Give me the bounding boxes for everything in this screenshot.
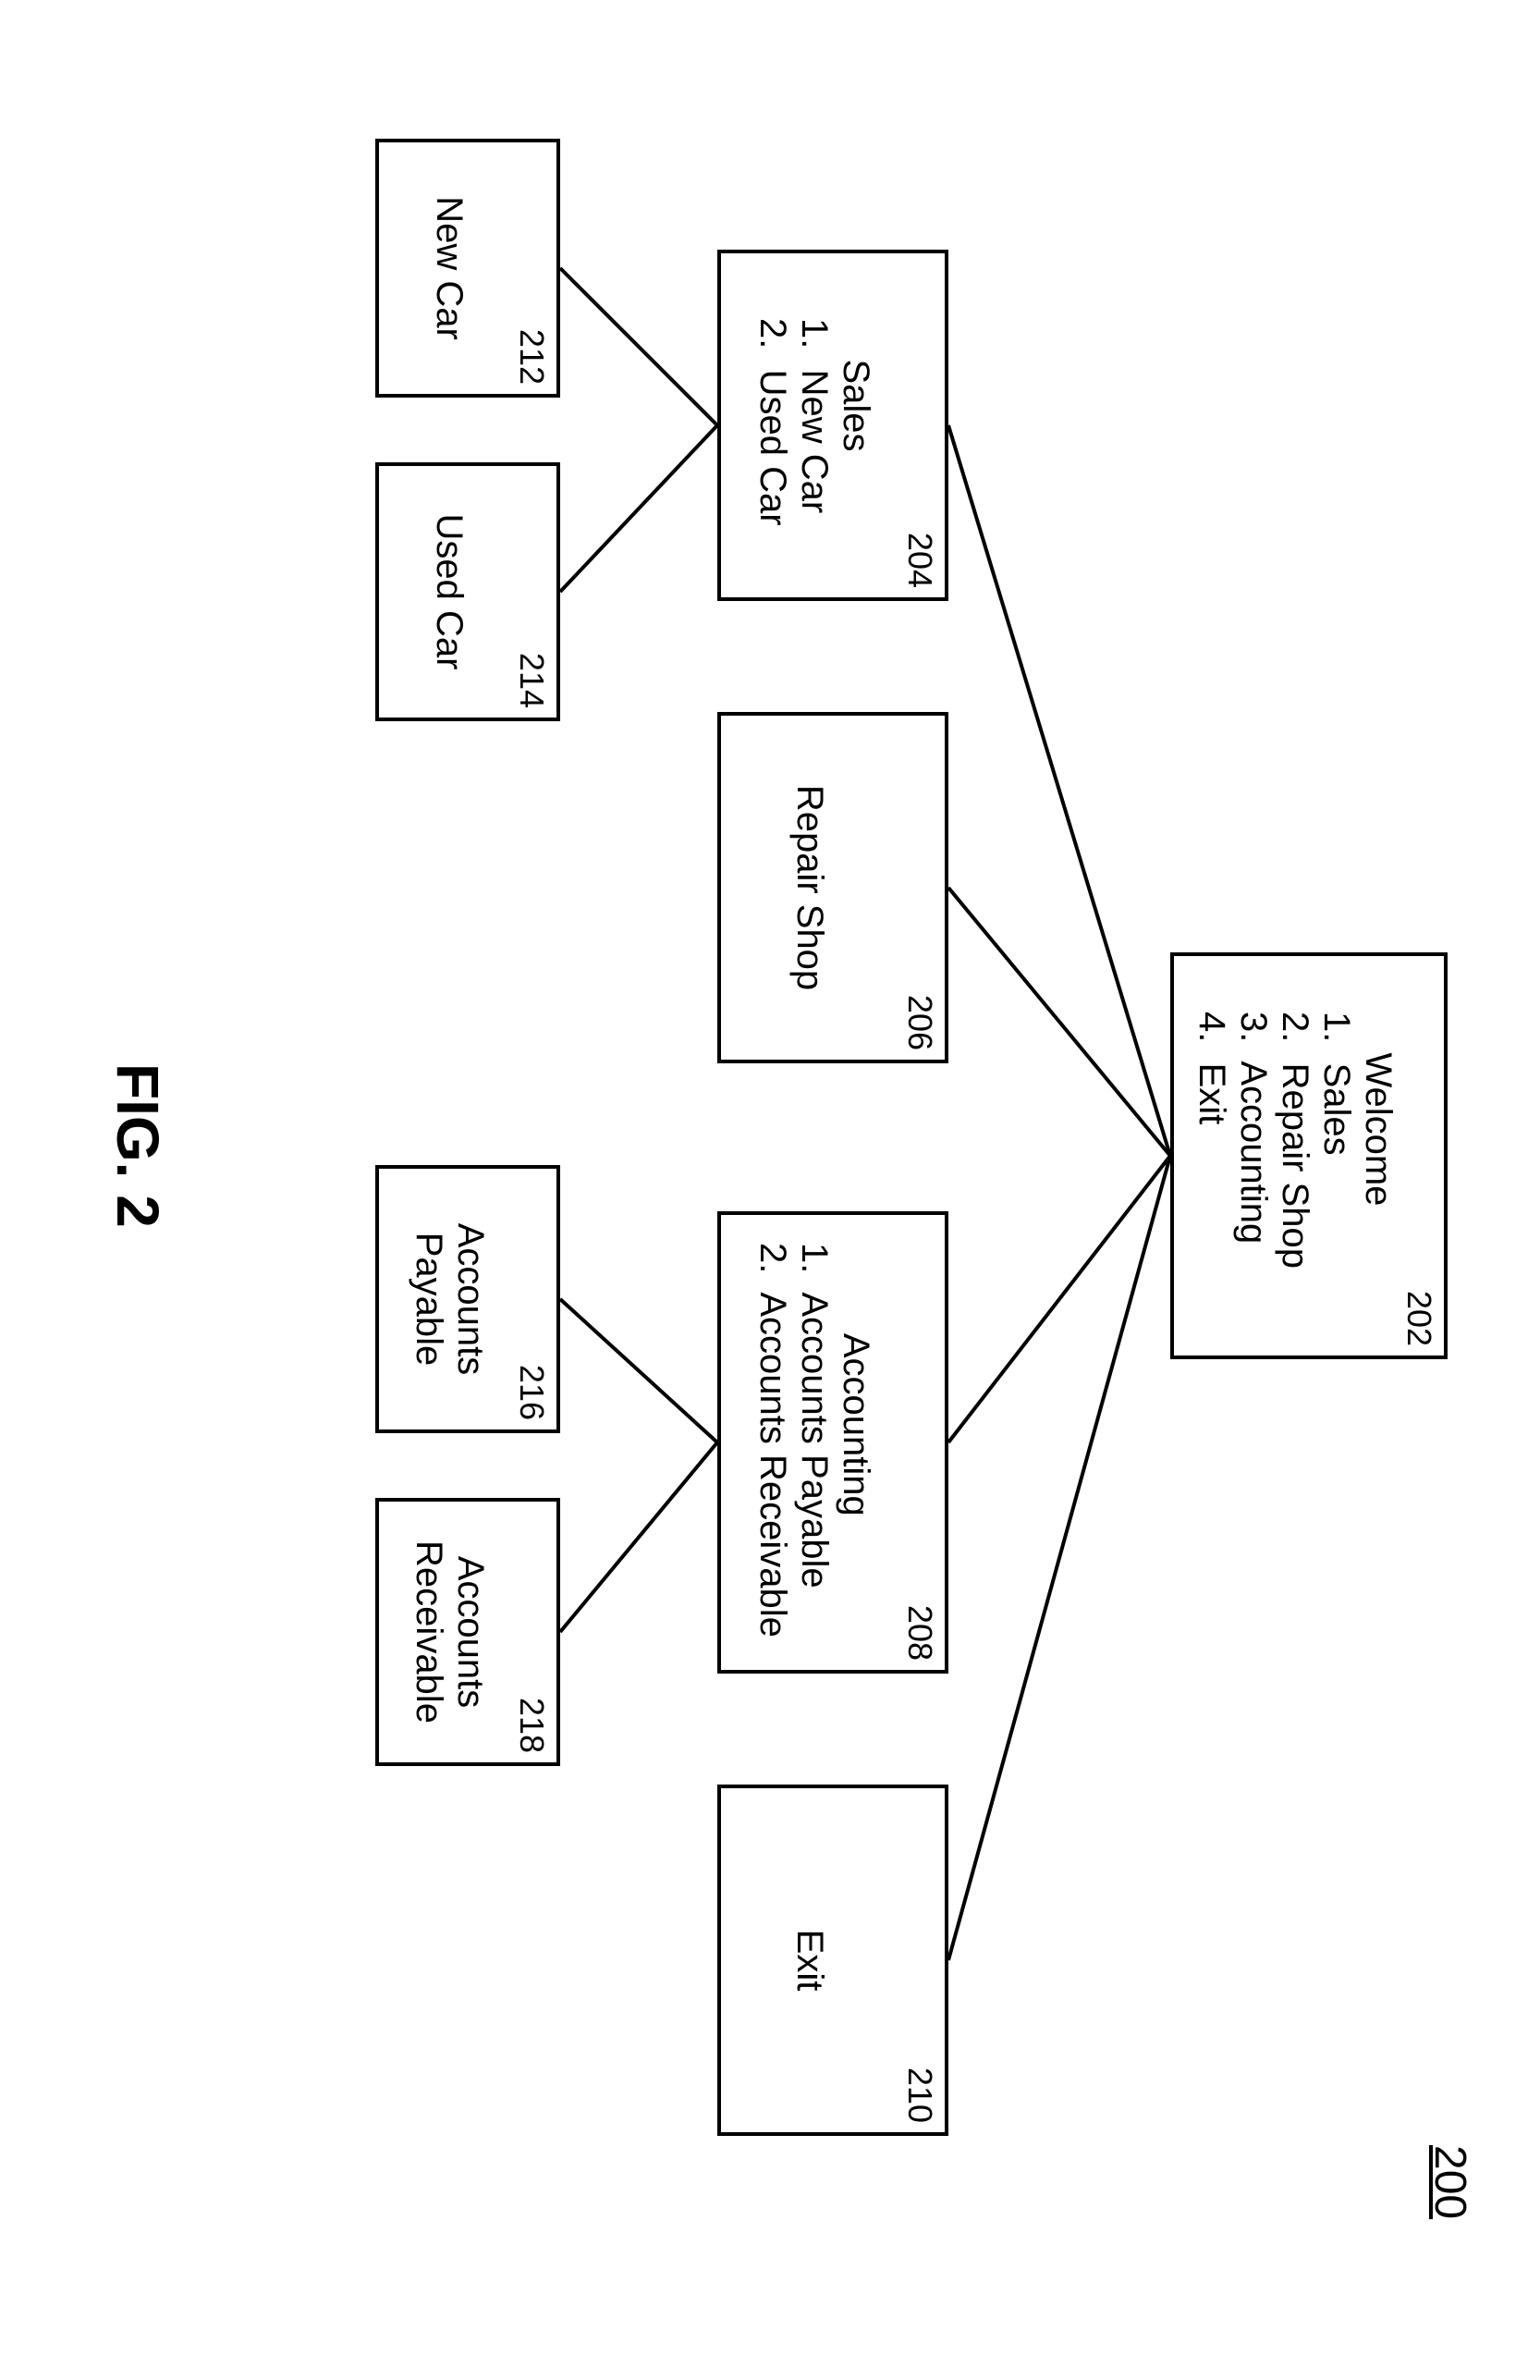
node-line: Exit bbox=[789, 1930, 831, 1992]
edge-accounting-ar bbox=[560, 1442, 717, 1632]
node-ref-sales: 204 bbox=[900, 533, 939, 588]
node-content-sales: Sales1. New Car2. Used Car bbox=[730, 253, 898, 597]
node-content-usedcar: Used Car bbox=[388, 466, 510, 718]
node-line: 1. Sales bbox=[1316, 1012, 1358, 1156]
node-line: Used Car bbox=[429, 514, 471, 670]
node-exit: 210 Exit bbox=[717, 1785, 948, 2136]
node-ref-ap: 216 bbox=[512, 1365, 551, 1420]
node-line: Accounts bbox=[449, 1223, 491, 1376]
node-line: Payable bbox=[408, 1233, 449, 1367]
node-ref-ar: 218 bbox=[512, 1698, 551, 1753]
figure-canvas: 202 Welcome1. Sales2. Repair Shop3. Acco… bbox=[0, 0, 1540, 2380]
edge-sales-usedcar bbox=[560, 425, 717, 592]
node-content-repair: Repair Shop bbox=[730, 716, 889, 1060]
edge-welcome-sales bbox=[948, 425, 1170, 1156]
node-line: 1. New Car bbox=[794, 318, 836, 513]
figure-caption: FIG. 2 bbox=[104, 1063, 172, 1228]
node-content-welcome: Welcome1. Sales2. Repair Shop3. Accounti… bbox=[1183, 956, 1407, 1356]
node-line: New Car bbox=[429, 196, 471, 340]
node-accounting: 208 Accounting1. Accounts Payable2. Acco… bbox=[717, 1211, 948, 1674]
node-ref-newcar: 212 bbox=[512, 329, 551, 385]
node-content-accounting: Accounting1. Accounts Payable2. Accounts… bbox=[730, 1215, 898, 1670]
edge-accounting-ap bbox=[560, 1299, 717, 1442]
node-newcar: 212 New Car bbox=[375, 139, 560, 398]
node-welcome: 202 Welcome1. Sales2. Repair Shop3. Acco… bbox=[1170, 952, 1448, 1359]
node-line: 2. Accounts Receivable bbox=[752, 1243, 794, 1638]
node-line: 2. Repair Shop bbox=[1275, 1012, 1316, 1269]
edge-welcome-repair bbox=[948, 888, 1170, 1156]
node-ref-accounting: 208 bbox=[900, 1605, 939, 1661]
node-line: Accounts bbox=[449, 1556, 491, 1709]
node-line: Repair Shop bbox=[789, 785, 831, 990]
node-line: 1. Accounts Payable bbox=[794, 1243, 836, 1589]
node-ref-usedcar: 214 bbox=[512, 653, 551, 708]
node-line: 4. Exit bbox=[1192, 1012, 1233, 1124]
node-content-ap: AccountsPayable bbox=[388, 1169, 510, 1429]
edge-welcome-exit bbox=[948, 1156, 1170, 1960]
node-line: 3. Accounting bbox=[1233, 1012, 1275, 1244]
node-ar: 218AccountsReceivable bbox=[375, 1498, 560, 1766]
node-line: Welcome bbox=[1358, 1012, 1399, 1206]
edge-sales-newcar bbox=[560, 268, 717, 425]
figure-reference: 200 bbox=[1424, 2145, 1475, 2219]
node-line: 2. Used Car bbox=[752, 318, 794, 526]
node-line: Receivable bbox=[408, 1540, 449, 1724]
node-usedcar: 214 Used Car bbox=[375, 462, 560, 721]
node-sales: 204 Sales1. New Car2. Used Car bbox=[717, 250, 948, 601]
node-ref-exit: 210 bbox=[900, 2067, 939, 2123]
node-content-exit: Exit bbox=[730, 1788, 889, 2132]
node-content-newcar: New Car bbox=[388, 142, 510, 394]
node-ap: 216AccountsPayable bbox=[375, 1165, 560, 1433]
landscape-rotator: 202 Welcome1. Sales2. Repair Shop3. Acco… bbox=[0, 0, 1540, 2380]
edge-welcome-accounting bbox=[948, 1156, 1170, 1442]
node-repair: 206 Repair Shop bbox=[717, 712, 948, 1063]
node-line: Accounting bbox=[836, 1243, 877, 1516]
node-line: Sales bbox=[836, 318, 877, 452]
node-ref-repair: 206 bbox=[900, 995, 939, 1050]
node-content-ar: AccountsReceivable bbox=[388, 1502, 510, 1762]
